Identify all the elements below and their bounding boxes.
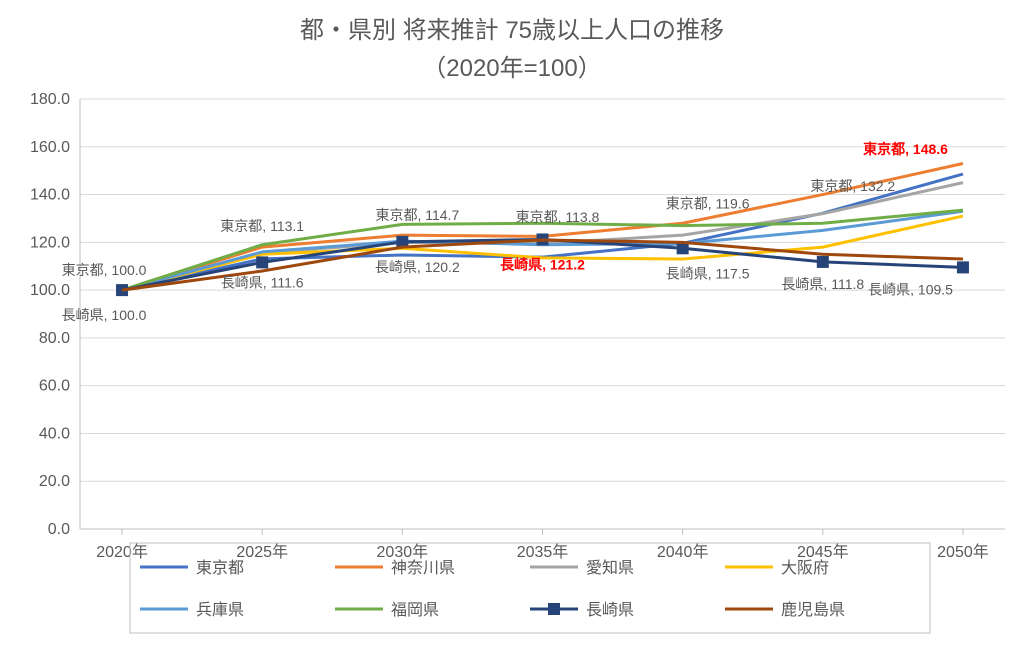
svg-text:2035年: 2035年 [517,543,569,561]
data-label: 東京都, 119.6 [666,195,750,211]
chart-container: 都・県別 将来推計 75歳以上人口の推移 （2020年=100） 0.0 20.0… [0,0,1024,662]
svg-text:80.0: 80.0 [39,330,70,347]
data-label: 長崎県, 109.5 [868,281,953,297]
svg-text:2045年: 2045年 [797,543,849,561]
data-label: 東京都, 114.7 [375,207,459,223]
data-label: 長崎県, 117.5 [666,265,750,281]
data-label: 長崎県, 120.2 [375,259,460,275]
svg-text:20.0: 20.0 [39,473,70,490]
data-label: 東京都, 132.2 [810,178,895,194]
svg-text:100.0: 100.0 [30,282,70,299]
data-label: 東京都, 100.0 [62,262,147,278]
title-line2: （2020年=100） [422,55,601,82]
svg-text:兵庫県: 兵庫県 [196,601,244,619]
chart-title: 都・県別 将来推計 75歳以上人口の推移 （2020年=100） [0,0,1024,89]
svg-text:2020年: 2020年 [96,543,148,561]
svg-text:2050年: 2050年 [937,543,989,561]
svg-text:2030年: 2030年 [377,543,429,561]
svg-text:160.0: 160.0 [30,139,70,156]
svg-text:鹿児島県: 鹿児島県 [781,601,845,619]
svg-text:長崎県: 長崎県 [586,601,634,619]
svg-text:140.0: 140.0 [30,186,70,203]
svg-text:0.0: 0.0 [48,521,70,538]
data-label: 長崎県, 121.2 [500,256,585,272]
svg-text:福岡県: 福岡県 [391,601,439,619]
title-line1: 都・県別 将来推計 75歳以上人口の推移 [300,17,724,44]
svg-text:40.0: 40.0 [39,425,70,442]
svg-text:2025年: 2025年 [236,543,288,561]
data-label: 東京都, 113.8 [516,209,600,225]
line-chart: 0.0 20.0 40.0 60.0 80.0 100.0 120.0 140.0 160.0 1… [0,89,1024,649]
svg-text:東京都: 東京都 [196,559,244,577]
svg-text:2040年: 2040年 [657,543,709,561]
data-label: 東京都, 113.1 [220,218,304,234]
svg-text:60.0: 60.0 [39,377,70,394]
data-label: 東京都, 148.6 [863,141,948,157]
svg-text:神奈川県: 神奈川県 [391,559,455,577]
data-label: 長崎県, 100.0 [62,307,147,323]
svg-text:愛知県: 愛知県 [586,559,634,577]
svg-text:120.0: 120.0 [30,234,70,251]
svg-text:大阪府: 大阪府 [781,559,829,577]
data-label: 長崎県, 111.8 [781,276,864,292]
svg-text:180.0: 180.0 [30,91,70,108]
data-label: 長崎県, 111.6 [221,274,304,290]
